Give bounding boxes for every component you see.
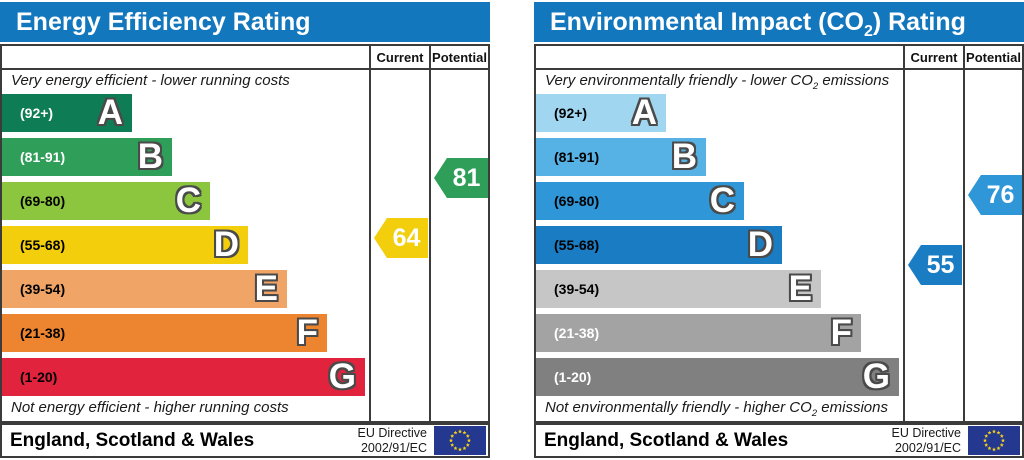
- rating-band-e: (39-54) E: [536, 270, 821, 308]
- energy-efficiency-chart: Energy Efficiency Rating Current Potential…: [0, 2, 490, 458]
- band-letter: D: [747, 225, 773, 264]
- region-label: England, Scotland & Wales: [10, 429, 255, 451]
- current-rating-pointer: 55: [908, 245, 962, 285]
- bottom-caption: Not environmentally friendly - higher CO…: [545, 399, 888, 419]
- eu-directive-line: 2002/91/EC: [894, 440, 961, 455]
- current-column-header: Current: [376, 50, 424, 65]
- potential-rating-pointer: 76: [968, 175, 1022, 215]
- rating-band-b: (81-91) B: [536, 138, 706, 176]
- chart-footer: England, Scotland & Wales EU Directive 200…: [534, 423, 1024, 458]
- current-rating-value: 55: [926, 250, 955, 279]
- band-letter: G: [328, 357, 356, 396]
- band-range-label: (39-54): [554, 281, 600, 297]
- band-letter: F: [830, 313, 852, 352]
- co2-subscript: 2: [863, 23, 873, 40]
- rating-band-d: (55-68) D: [536, 226, 782, 264]
- band-range-label: (69-80): [554, 193, 600, 209]
- current-column-divider: [369, 46, 371, 421]
- rating-band-f: (21-38) F: [2, 314, 327, 352]
- region-label: England, Scotland & Wales: [544, 429, 789, 451]
- potential-rating-value: 76: [986, 180, 1015, 209]
- band-range-label: (55-68): [20, 237, 66, 253]
- rating-band-g: (1-20) G: [2, 358, 365, 396]
- eu-directive-text: EU Directive 2002/91/EC: [892, 426, 961, 455]
- top-caption: Very environmentally friendly - lower CO…: [545, 72, 890, 92]
- eu-flag-icon: [968, 426, 1020, 455]
- eu-directive-line: EU Directive: [891, 426, 961, 441]
- rating-band-c: (69-80) C: [536, 182, 744, 220]
- band-range-label: (92+): [554, 105, 588, 121]
- band-range-label: (69-80): [20, 193, 66, 209]
- band-range-label: (81-91): [20, 149, 66, 165]
- rating-band-g: (1-20) G: [536, 358, 899, 396]
- co2-subscript: 2: [812, 81, 819, 92]
- band-letter: A: [97, 93, 123, 132]
- current-column-header: Current: [910, 50, 958, 65]
- band-range-label: (21-38): [554, 325, 600, 341]
- top-caption: Very energy efficient - lower running co…: [11, 72, 290, 89]
- rating-band-b: (81-91) B: [2, 138, 172, 176]
- potential-column-header: Potential: [966, 50, 1021, 65]
- potential-rating-pointer: 81: [434, 158, 488, 198]
- chart-footer: England, Scotland & Wales EU Directive 200…: [0, 423, 490, 458]
- band-letter: B: [137, 137, 163, 176]
- band-range-label: (81-91): [554, 149, 600, 165]
- potential-column-divider: [429, 46, 431, 421]
- band-letter: A: [631, 93, 657, 132]
- header-divider: [536, 68, 1022, 70]
- potential-rating-value: 81: [452, 163, 481, 192]
- rating-scale-box: Current Potential Very energy efficient - …: [0, 44, 490, 423]
- band-letter: C: [709, 181, 735, 220]
- potential-column-header: Potential: [432, 50, 487, 65]
- band-letter: B: [671, 137, 697, 176]
- eu-directive-line: 2002/91/EC: [360, 440, 427, 455]
- band-range-label: (55-68): [554, 237, 600, 253]
- rating-band-e: (39-54) E: [2, 270, 287, 308]
- band-letter: F: [296, 313, 318, 352]
- header-divider: [2, 68, 488, 70]
- band-letter: G: [862, 357, 890, 396]
- rating-band-c: (69-80) C: [2, 182, 210, 220]
- rating-band-d: (55-68) D: [2, 226, 248, 264]
- band-letter: E: [254, 269, 278, 308]
- band-range-label: (39-54): [20, 281, 66, 297]
- eu-directive-line: EU Directive: [357, 426, 427, 441]
- co2-subscript: 2: [811, 408, 818, 419]
- current-rating-pointer: 64: [374, 218, 428, 258]
- eu-directive-text: EU Directive 2002/91/EC: [358, 426, 427, 455]
- band-letter: E: [788, 269, 812, 308]
- eu-flag-icon: [434, 426, 486, 455]
- band-range-label: (92+): [20, 105, 54, 121]
- band-range-label: (21-38): [20, 325, 66, 341]
- band-range-label: (1-20): [554, 369, 592, 385]
- chart-title: Energy Efficiency Rating: [0, 2, 490, 42]
- current-rating-value: 64: [392, 223, 421, 252]
- rating-band-f: (21-38) F: [536, 314, 861, 352]
- rating-band-a: (92+) A: [2, 94, 132, 132]
- rating-scale-box: Current Potential Very environmentally fri…: [534, 44, 1024, 423]
- band-range-label: (1-20): [20, 369, 58, 385]
- potential-column-divider: [963, 46, 965, 421]
- bottom-caption: Not energy efficient - higher running co…: [11, 399, 289, 416]
- environmental-impact-co2-chart: Environmental Impact (CO2) Rating Current…: [534, 2, 1024, 458]
- chart-title: Environmental Impact (CO2) Rating: [534, 2, 1024, 42]
- rating-band-a: (92+) A: [536, 94, 666, 132]
- band-letter: C: [175, 181, 201, 220]
- band-letter: D: [213, 225, 239, 264]
- current-column-divider: [903, 46, 905, 421]
